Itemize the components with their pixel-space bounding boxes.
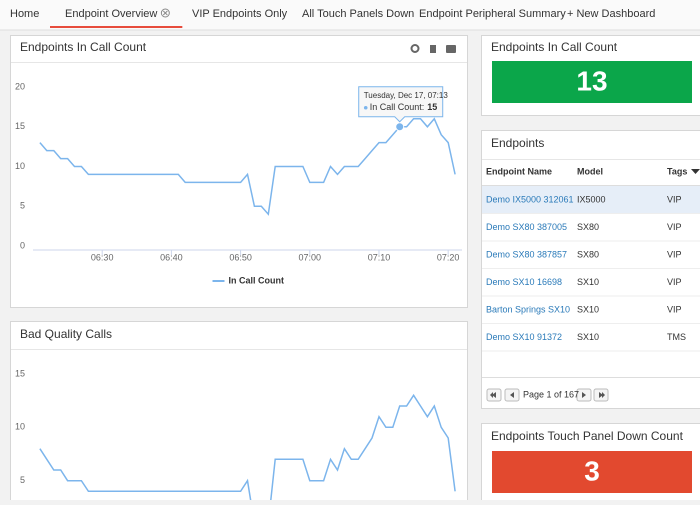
endpoint-link[interactable]: Demo SX80 387857 [486,249,567,259]
panel-title: Endpoints In Call Count [20,40,147,54]
y-tick-label: 10 [15,422,25,432]
table-cell: SX10 [577,332,599,342]
table-cell: IX5000 [577,194,606,204]
table-cell: TMS [667,332,686,342]
x-tick-label: 07:10 [368,252,391,262]
tab[interactable]: All Touch Panels Down [302,8,414,20]
y-tick-label: 5 [20,475,25,485]
y-tick-label: 15 [15,121,25,131]
tab[interactable]: Home [10,8,39,20]
y-tick-label: 5 [20,201,25,211]
tooltip-date: Tuesday, Dec 17, 07:13 [364,91,449,100]
y-tick-label: 15 [15,368,25,378]
endpoint-link[interactable]: Demo SX10 91372 [486,332,562,342]
endpoint-link[interactable]: Barton Springs SX10 [486,304,570,314]
panel [11,322,468,501]
x-tick-label: 06:50 [229,252,252,262]
pager-label: Page 1 of 167 [523,389,579,399]
hover-point [396,123,404,131]
panel-title: Endpoints In Call Count [491,40,618,54]
tooltip-value: 15 [427,102,437,112]
legend-label[interactable]: In Call Count [229,275,285,285]
panel-title: Endpoints Touch Panel Down Count [491,429,684,443]
tab[interactable]: VIP Endpoints Only [192,8,288,20]
table-cell: VIP [667,304,682,314]
camera-icon[interactable] [446,45,456,53]
column-header[interactable]: Tags [667,166,687,176]
tab[interactable]: + New Dashboard [567,8,655,20]
endpoint-link[interactable]: Demo IX5000 312061 [486,194,574,204]
column-header[interactable]: Model [577,166,603,176]
y-tick-label: 0 [20,240,25,250]
endpoint-link[interactable]: Demo SX10 16698 [486,277,562,287]
delete-icon[interactable] [430,45,436,53]
table-cell: VIP [667,249,682,259]
x-tick-label: 07:00 [299,252,322,262]
endpoint-link[interactable]: Demo SX80 387005 [486,222,567,232]
table-cell: SX10 [577,277,599,287]
tab[interactable]: Endpoint Peripheral Summary [419,8,566,20]
x-tick-label: 07:20 [437,252,460,262]
table-cell: VIP [667,277,682,287]
column-header[interactable]: Endpoint Name [486,166,552,176]
table-cell: VIP [667,222,682,232]
table-cell: SX10 [577,304,599,314]
y-tick-label: 20 [15,81,25,91]
stat-value: 3 [584,455,600,486]
panel [11,36,468,308]
tooltip-label: In Call Count: [370,102,425,112]
x-tick-label: 06:30 [91,252,114,262]
table-cell: SX80 [577,222,599,232]
y-tick-label: 10 [15,161,25,171]
table-cell: SX80 [577,249,599,259]
table-cell: VIP [667,194,682,204]
tooltip-dot [364,106,368,110]
panel-title: Bad Quality Calls [20,327,112,341]
stat-value: 13 [576,65,607,96]
tab[interactable]: Endpoint Overview [65,8,157,20]
panel-title: Endpoints [491,136,544,150]
x-tick-label: 06:40 [160,252,183,262]
